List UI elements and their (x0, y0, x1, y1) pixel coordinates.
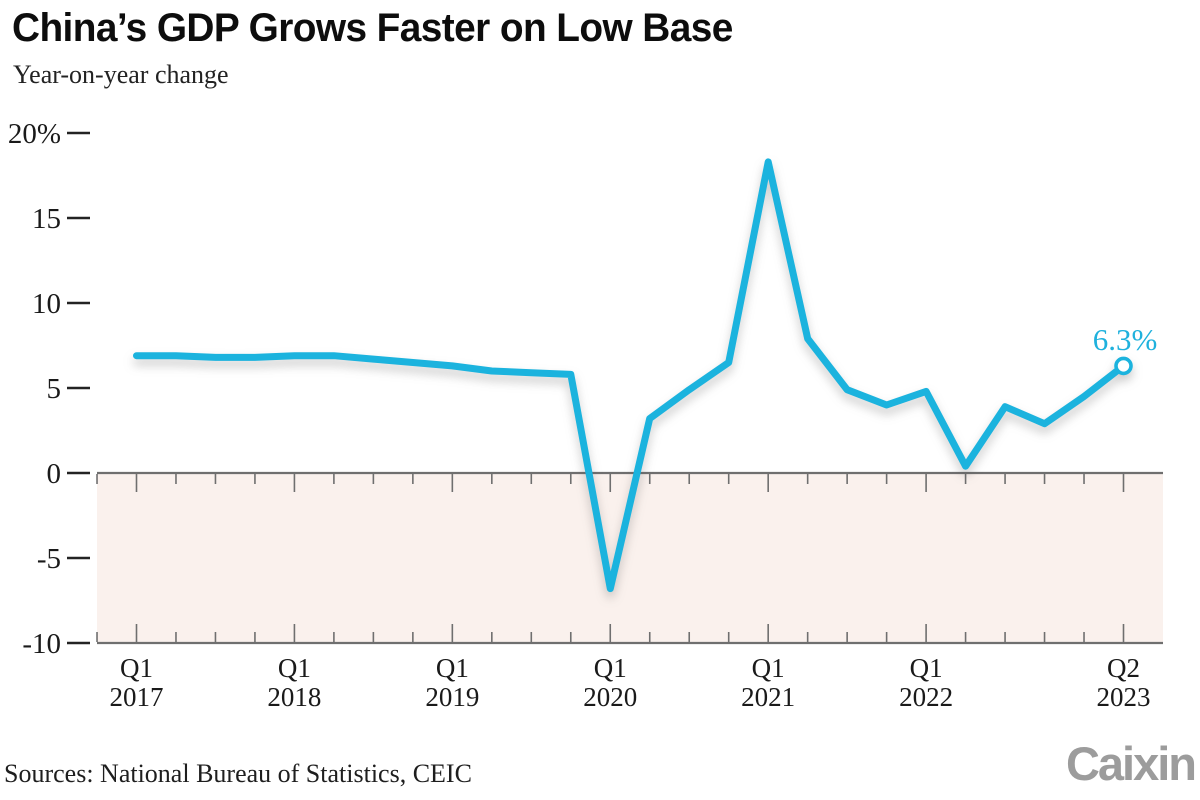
x-axis-label-quarter: Q1 (120, 653, 153, 683)
x-axis-label-quarter: Q1 (436, 653, 469, 683)
x-axis-label-quarter: Q2 (1107, 653, 1140, 683)
y-axis-label: 0 (47, 458, 62, 490)
end-point-marker (1114, 356, 1133, 376)
gdp-line-series (133, 158, 1133, 593)
y-axis-label: 15 (32, 203, 61, 235)
x-axis-label-year: 2020 (583, 682, 637, 712)
x-axis-label-year: 2023 (1097, 682, 1151, 712)
x-axis-label-year: 2021 (741, 682, 795, 712)
chart-subtitle: Year-on-year change (13, 60, 229, 89)
x-axis-label-year: 2017 (110, 682, 164, 712)
chart-title: China’s GDP Grows Faster on Low Base (12, 6, 733, 50)
x-axis-label-quarter: Q1 (910, 653, 943, 683)
x-axis-label-quarter: Q1 (752, 653, 785, 683)
x-axis-label-year: 2019 (425, 682, 479, 712)
y-axis-label: -5 (37, 543, 61, 575)
y-axis-label: 10 (32, 288, 61, 320)
sources-note: Sources: National Bureau of Statistics, … (4, 759, 472, 788)
latest-value-annotation: 6.3% (1092, 322, 1158, 357)
x-axis-label-quarter: Q1 (278, 653, 311, 683)
gdp-line-path (133, 158, 1127, 593)
x-axis-label-quarter: Q1 (594, 653, 627, 683)
y-axis-label: -10 (22, 628, 61, 660)
y-axis-label: 20% (8, 118, 61, 150)
y-axis-label: 5 (47, 373, 62, 405)
x-axis-label-year: 2018 (267, 682, 321, 712)
caixin-logo: Caixin (1065, 737, 1197, 790)
x-axis-label-year: 2022 (899, 682, 953, 712)
